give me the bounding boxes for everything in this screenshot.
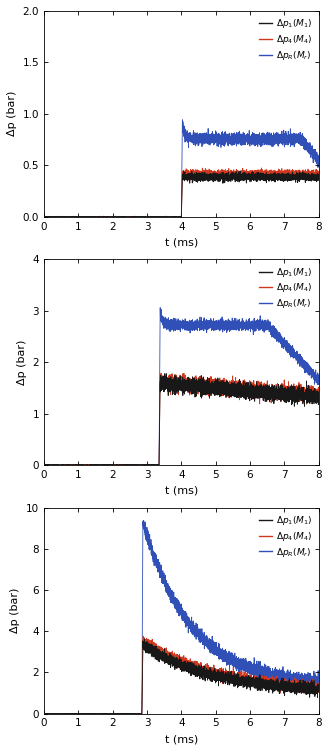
- Y-axis label: Δp (bar): Δp (bar): [7, 91, 17, 137]
- Legend: $\Delta p_1(M_1)$, $\Delta p_4(M_4)$, $\Delta p_R(M_r)$: $\Delta p_1(M_1)$, $\Delta p_4(M_4)$, $\…: [255, 511, 316, 562]
- Legend: $\Delta p_1(M_1)$, $\Delta p_4(M_4)$, $\Delta p_R(M_r)$: $\Delta p_1(M_1)$, $\Delta p_4(M_4)$, $\…: [255, 14, 316, 65]
- X-axis label: t (ms): t (ms): [165, 237, 198, 247]
- Y-axis label: Δp (bar): Δp (bar): [17, 339, 27, 385]
- X-axis label: t (ms): t (ms): [165, 734, 198, 744]
- Legend: $\Delta p_1(M_1)$, $\Delta p_4(M_4)$, $\Delta p_R(M_r)$: $\Delta p_1(M_1)$, $\Delta p_4(M_4)$, $\…: [255, 262, 316, 314]
- Y-axis label: Δp (bar): Δp (bar): [11, 588, 20, 633]
- X-axis label: t (ms): t (ms): [165, 486, 198, 496]
